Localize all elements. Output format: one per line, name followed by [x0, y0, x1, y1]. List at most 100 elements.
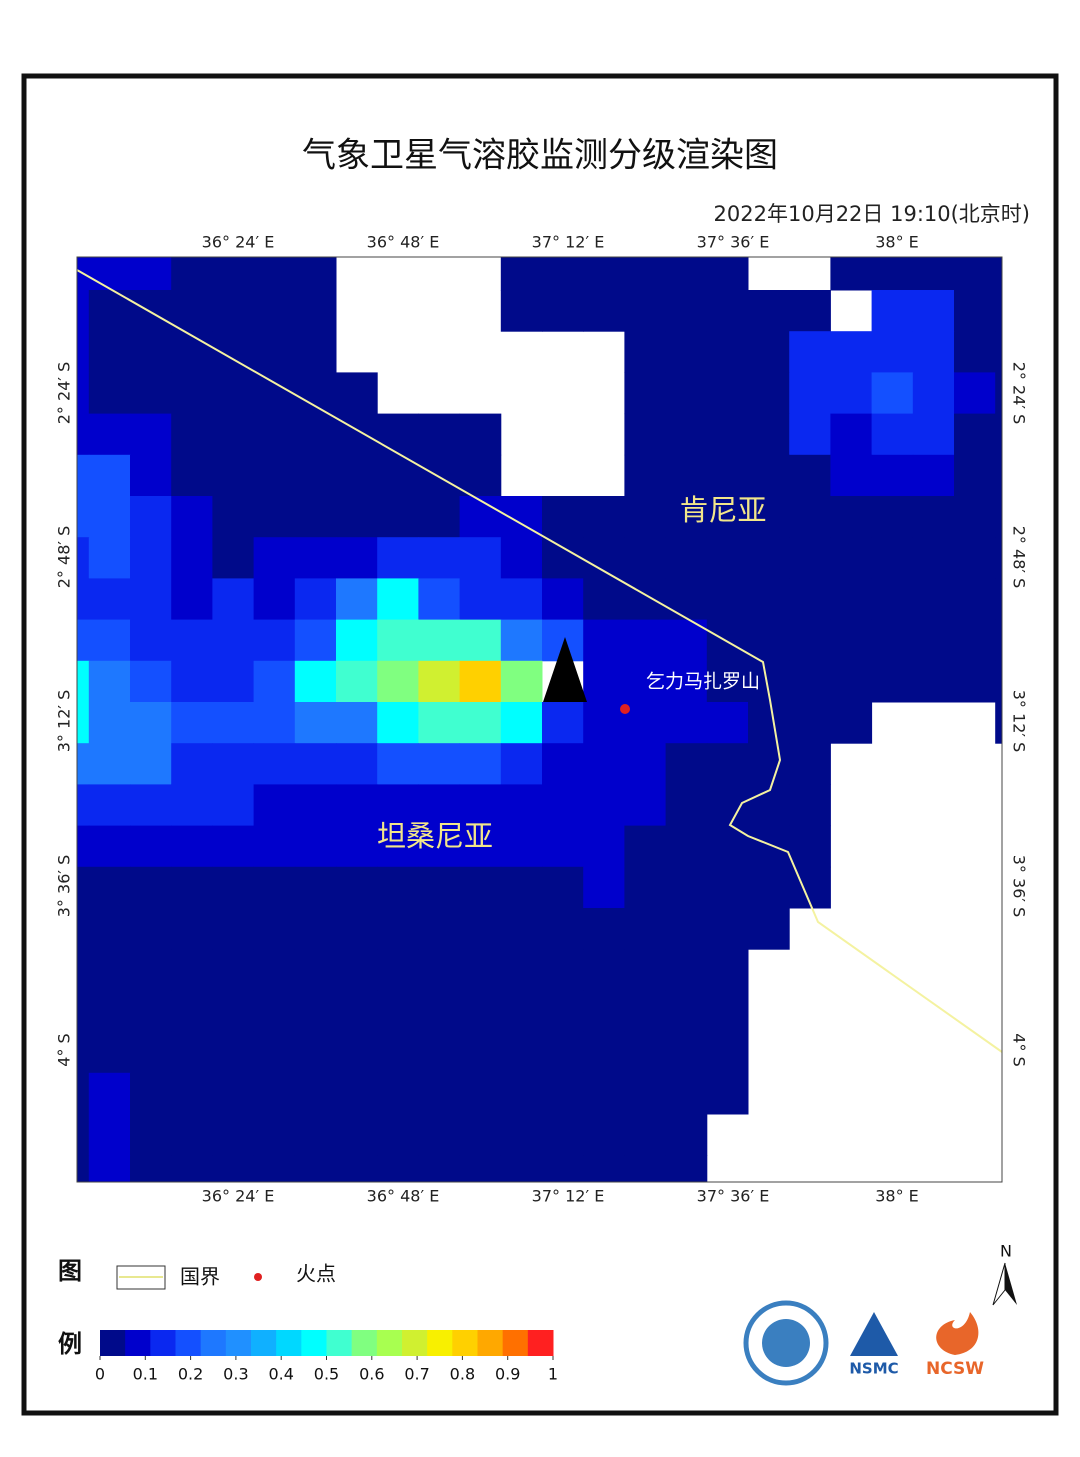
aerosol-cell — [294, 660, 337, 703]
aerosol-cell — [665, 1114, 708, 1156]
aerosol-cell — [624, 949, 667, 991]
aerosol-cell — [583, 496, 625, 538]
aerosol-cell — [624, 825, 667, 868]
aerosol-cell — [583, 257, 625, 291]
aerosol-cell — [294, 454, 337, 497]
aerosol-cell — [706, 372, 749, 415]
aerosol-cell — [88, 257, 131, 291]
aerosol-cell — [171, 743, 213, 785]
logo-nsmc — [850, 1312, 898, 1356]
aerosol-cell — [171, 1155, 213, 1182]
aerosol-cell — [336, 1072, 378, 1115]
logo-ncsw — [936, 1312, 979, 1355]
colorbar-segment — [477, 1330, 504, 1356]
colorbar-label: 0.8 — [450, 1365, 475, 1384]
aerosol-cell — [789, 537, 831, 579]
aerosol-cell — [871, 537, 914, 579]
aerosol-cell — [212, 372, 255, 415]
lon-label: 37° 36′ E — [697, 1187, 770, 1206]
legend-fire-dot — [254, 1273, 262, 1281]
aerosol-cell — [583, 290, 625, 332]
aerosol-cell — [77, 372, 90, 415]
aerosol-cell — [418, 496, 461, 538]
aerosol-cell — [212, 290, 255, 332]
aerosol-cell — [294, 372, 337, 415]
lat-label: 3° 12′ S — [1010, 690, 1029, 753]
aerosol-cell — [212, 257, 255, 291]
aerosol-cell — [418, 825, 461, 868]
aerosol-cell — [88, 496, 131, 538]
aerosol-cell — [624, 702, 667, 744]
aerosol-cell — [830, 413, 873, 456]
aerosol-cell — [253, 908, 296, 950]
aerosol-cell — [294, 784, 337, 827]
aerosol-cell — [706, 990, 749, 1033]
aerosol-cell — [500, 949, 543, 991]
aerosol-cell — [995, 619, 1002, 662]
graticule-labels: 36° 24′ E 36° 24′ E 36° 48′ E 36° 48′ E 37° … — [55, 233, 1029, 1206]
colorbar-segment — [326, 1330, 353, 1356]
aerosol-cell — [871, 660, 914, 703]
aerosol-cell — [377, 537, 419, 579]
aerosol-cell — [542, 949, 584, 991]
aerosol-cell — [789, 331, 831, 373]
aerosol-cell — [130, 413, 172, 456]
aerosol-cell — [294, 1072, 337, 1115]
aerosol-cell — [253, 619, 296, 662]
aerosol-cell — [954, 454, 996, 497]
aerosol-cell — [748, 290, 790, 332]
aerosol-cell — [171, 1072, 213, 1115]
aerosol-cell — [88, 660, 131, 703]
aerosol-cell — [624, 496, 667, 538]
aerosol-cell — [459, 578, 502, 621]
aerosol-cell — [253, 578, 296, 621]
aerosol-cell — [212, 1031, 255, 1074]
aerosol-cell — [542, 1155, 584, 1182]
aerosol-cell — [624, 413, 667, 456]
aerosol-cell — [706, 866, 749, 909]
aerosol-cell — [830, 454, 873, 497]
aerosol-cell — [706, 290, 749, 332]
aerosol-cell — [871, 454, 914, 497]
aerosol-cell — [77, 784, 90, 827]
aerosol-cell — [336, 1031, 378, 1074]
aerosol-cell — [77, 1031, 90, 1074]
aerosol-cell — [995, 496, 1002, 538]
aerosol-cell — [583, 990, 625, 1033]
colorbar-segment — [251, 1330, 277, 1356]
aerosol-cell — [583, 908, 625, 950]
aerosol-cell — [336, 413, 378, 456]
aerosol-cell — [88, 537, 131, 579]
aerosol-cell — [377, 1031, 419, 1074]
lon-label: 38° E — [875, 1187, 919, 1206]
aerosol-cell — [418, 1072, 461, 1115]
aerosol-cell — [665, 537, 708, 579]
aerosol-cell — [995, 578, 1002, 621]
aerosol-cell — [377, 866, 419, 909]
aerosol-cell — [294, 413, 337, 456]
aerosol-cell — [624, 743, 667, 785]
aerosol-cell — [624, 257, 667, 291]
aerosol-cell — [336, 537, 378, 579]
aerosol-cell — [665, 290, 708, 332]
lon-label: 37° 12′ E — [532, 1187, 605, 1206]
aerosol-cell — [706, 743, 749, 785]
aerosol-cell — [624, 990, 667, 1033]
title: 气象卫星气溶胶监测分级渲染图 — [302, 136, 778, 176]
logo-text: NSMC — [849, 1360, 898, 1378]
aerosol-cell — [665, 496, 708, 538]
lat-label: 2° 24′ S — [1010, 362, 1029, 425]
lon-label: 37° 12′ E — [532, 233, 605, 252]
colorbar-label: 0.4 — [268, 1365, 293, 1384]
colorbar-segment — [402, 1330, 428, 1356]
aerosol-cell — [789, 784, 831, 827]
aerosol-cell — [212, 660, 255, 703]
aerosol-cell — [706, 949, 749, 991]
aerosol-cell — [459, 990, 502, 1033]
aerosol-cell — [212, 496, 255, 538]
aerosol-cell — [748, 578, 790, 621]
aerosol-cell — [377, 496, 419, 538]
aerosol-cell — [253, 702, 296, 744]
aerosol-cell — [294, 331, 337, 373]
aerosol-cell — [418, 660, 461, 703]
